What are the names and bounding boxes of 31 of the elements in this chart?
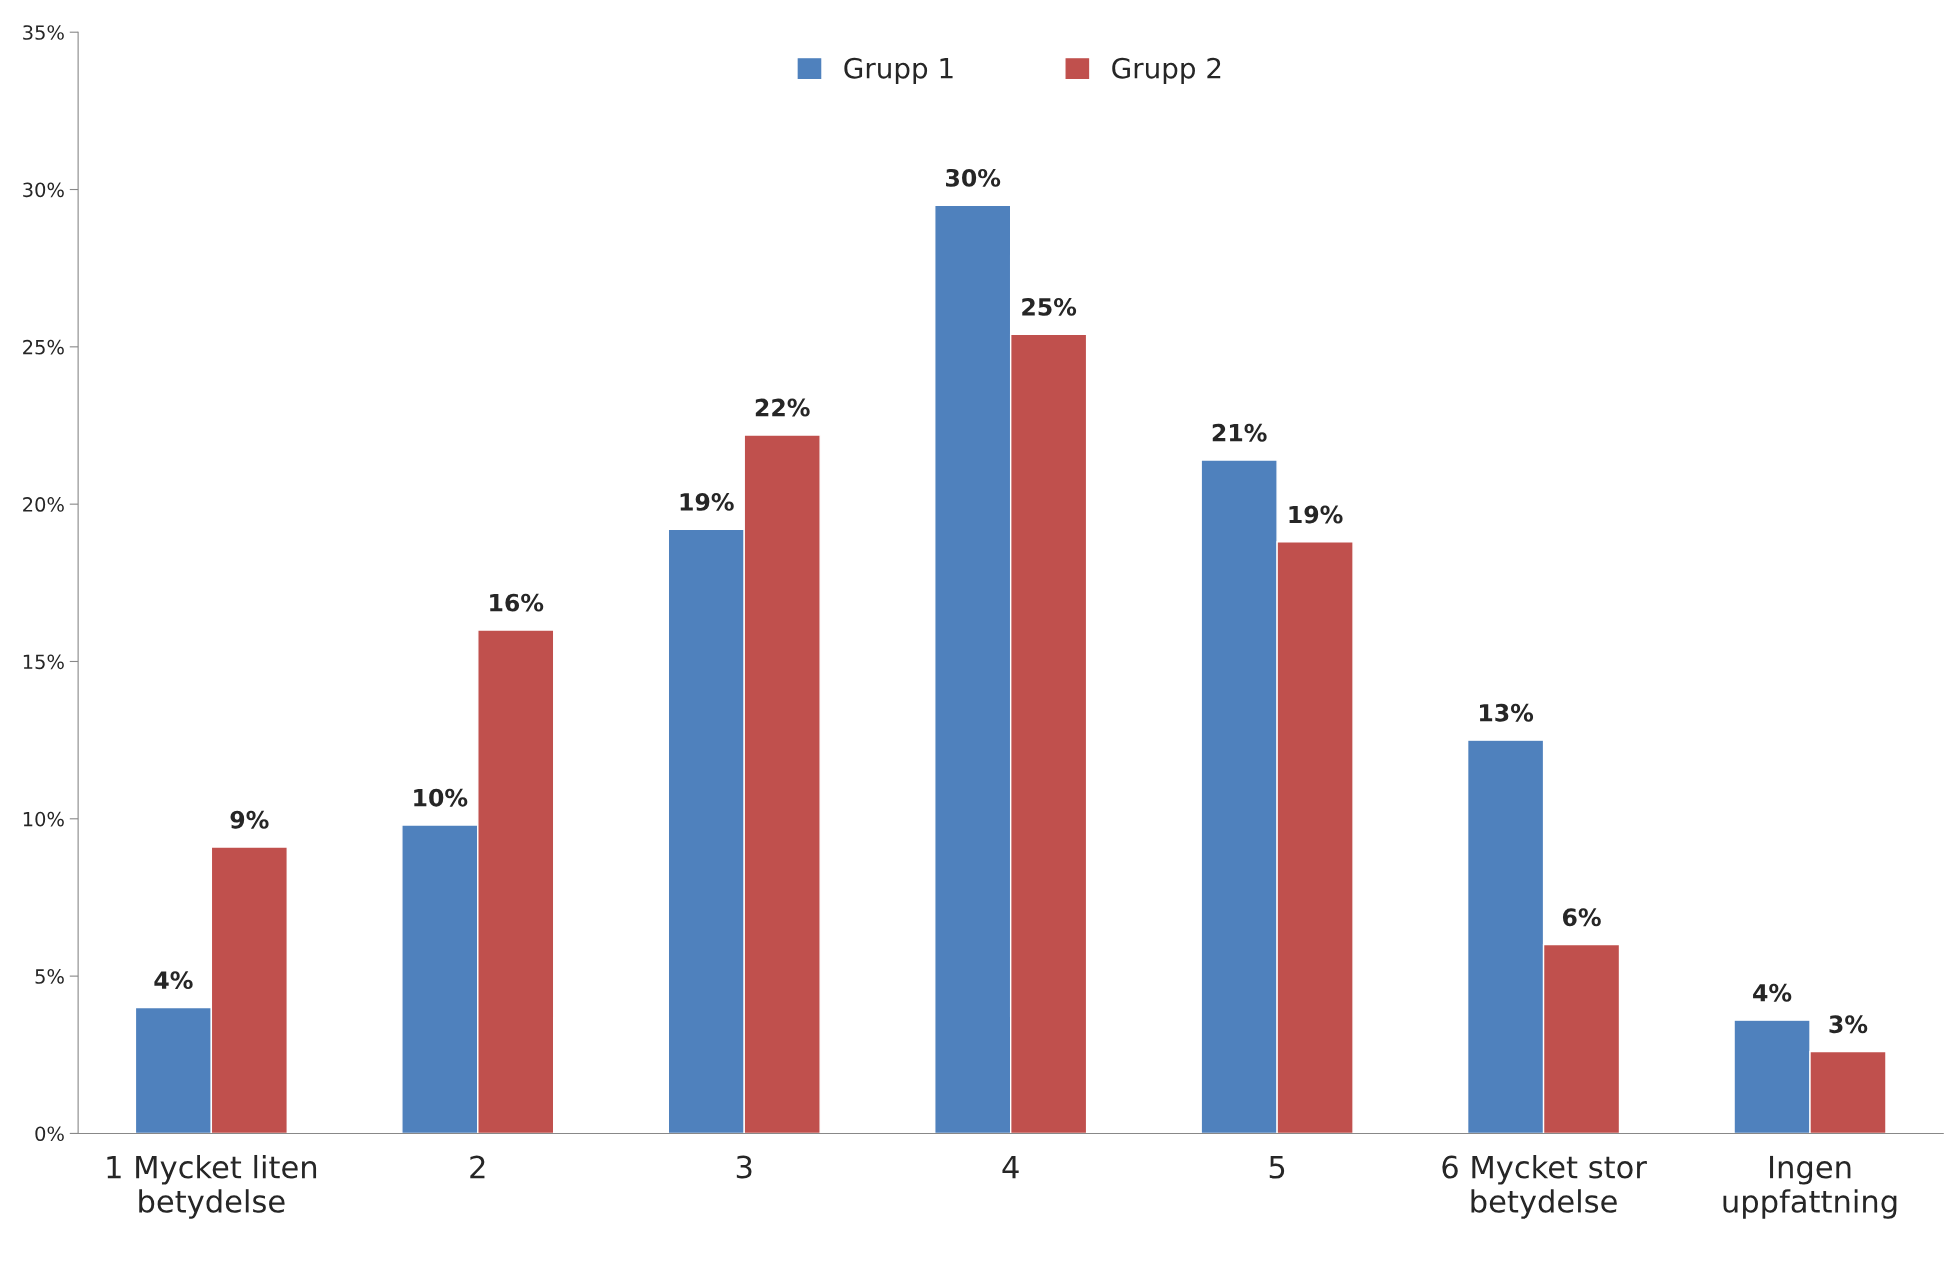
data-label: 4% [154,971,193,990]
data-label: 30% [946,168,1001,187]
y-tick-label: 15% [23,654,64,670]
data-label: 6% [1562,908,1601,927]
data-label: 25% [1022,297,1077,316]
x-tick-label: 6 Mycket stor betydelse [1442,1154,1647,1219]
data-label: 4% [1753,983,1792,1002]
x-tick-label: 1 Mycket liten betydelse [107,1154,317,1219]
y-tick-label: 35% [23,25,64,40]
y-tick-label: 0% [35,1126,64,1142]
x-tick-label: Ingen uppfattning [1723,1155,1897,1219]
data-label: 3% [1829,1015,1868,1034]
data-label: 16% [490,593,544,612]
data-label: 13% [1480,703,1534,722]
x-tick-label: 3 [736,1155,752,1179]
data-label: 19% [680,493,734,511]
data-label: 22% [755,398,810,417]
data-label: 19% [1289,505,1343,524]
data-label: 21% [1212,423,1267,442]
data-label: 10% [414,788,468,807]
data-label: 9% [230,810,269,829]
legend-label: Grupp 1 [844,57,953,85]
legend-label: Grupp 2 [1112,57,1221,85]
y-tick-label: 5% [35,969,64,984]
x-tick-label: 2 [470,1155,485,1179]
y-tick-label: 25% [23,339,64,355]
y-tick-label: 10% [23,811,64,827]
y-tick-label: 30% [23,182,64,198]
x-tick-label: 4 [1002,1155,1019,1179]
y-tick-label: 20% [23,497,64,512]
x-tick-label: 5 [1269,1155,1285,1179]
